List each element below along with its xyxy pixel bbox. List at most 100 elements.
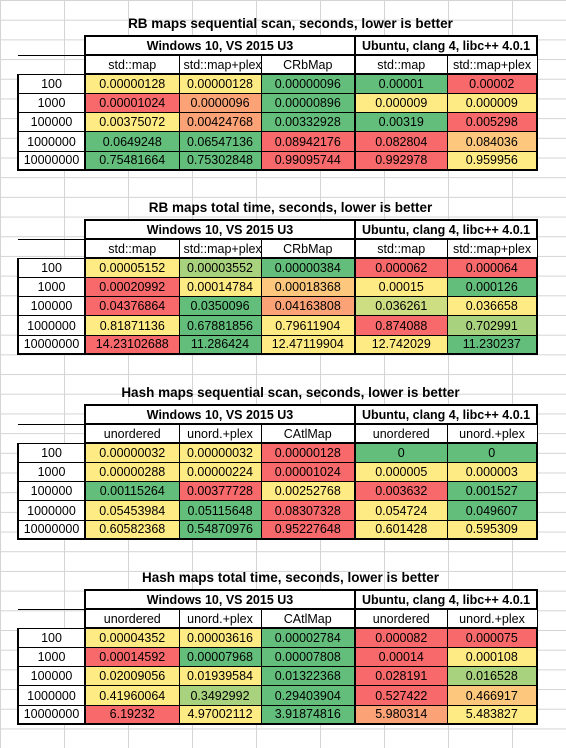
value-cell[interactable]: 0.00000032: [84, 442, 180, 464]
value-cell[interactable]: 0.527422: [354, 685, 448, 706]
value-cell[interactable]: 0: [354, 442, 448, 464]
value-cell[interactable]: 12.742029: [354, 334, 448, 356]
value-cell[interactable]: 0.00001: [354, 73, 448, 95]
value-cell[interactable]: 0.06547136: [178, 131, 262, 152]
value-cell[interactable]: 0.000005: [354, 462, 448, 483]
value-cell[interactable]: 0.000009: [354, 93, 448, 114]
value-cell[interactable]: 0.00332928: [260, 112, 356, 133]
value-cell[interactable]: 0.000003: [446, 462, 539, 483]
row-label[interactable]: 1000000: [17, 131, 86, 152]
value-cell[interactable]: 0.049607: [446, 500, 539, 521]
value-cell[interactable]: 0: [446, 442, 539, 464]
value-cell[interactable]: 5.980314: [354, 704, 448, 726]
column-header[interactable]: CAtlMap: [260, 608, 356, 630]
row-label[interactable]: 10000000: [17, 334, 86, 356]
row-label[interactable]: 10000000: [17, 519, 86, 541]
row-label[interactable]: 100: [17, 442, 86, 464]
column-header[interactable]: std::map+plex: [178, 238, 262, 260]
value-cell[interactable]: 0.016528: [446, 666, 539, 687]
value-cell[interactable]: 0.082804: [354, 131, 448, 152]
value-cell[interactable]: 0.00319: [354, 112, 448, 133]
value-cell[interactable]: 0.00020992: [84, 277, 180, 298]
value-cell[interactable]: 0.466917: [446, 685, 539, 706]
value-cell[interactable]: 0.3492992: [178, 685, 262, 706]
value-cell[interactable]: 0.036658: [446, 296, 539, 317]
value-cell[interactable]: 12.47119904: [260, 334, 356, 356]
row-label[interactable]: 1000: [17, 462, 86, 483]
column-header[interactable]: CRbMap: [260, 54, 356, 76]
value-cell[interactable]: 0.0000096: [178, 93, 262, 114]
value-cell[interactable]: 4.97002112: [178, 704, 262, 726]
value-cell[interactable]: 0.00014: [354, 647, 448, 668]
value-cell[interactable]: 0.003632: [354, 481, 448, 502]
value-cell[interactable]: 0.00375072: [84, 112, 180, 133]
value-cell[interactable]: 0.00115264: [84, 481, 180, 502]
row-label[interactable]: 100000: [17, 481, 86, 502]
value-cell[interactable]: 0.00018368: [260, 277, 356, 298]
value-cell[interactable]: 0.01939584: [178, 666, 262, 687]
row-label[interactable]: 1000000: [17, 315, 86, 336]
value-cell[interactable]: 0.959956: [446, 150, 539, 172]
column-header[interactable]: unordered: [84, 608, 180, 630]
value-cell[interactable]: 0.00000896: [260, 93, 356, 114]
value-cell[interactable]: 14.23102688: [84, 334, 180, 356]
value-cell[interactable]: 0.000126: [446, 277, 539, 298]
value-cell[interactable]: 0.00000128: [84, 73, 180, 95]
value-cell[interactable]: 0.29403904: [260, 685, 356, 706]
value-cell[interactable]: 0.054724: [354, 500, 448, 521]
value-cell[interactable]: 0.75302848: [178, 150, 262, 172]
value-cell[interactable]: 0.81871136: [84, 315, 180, 336]
value-cell[interactable]: 0.028191: [354, 666, 448, 687]
row-label[interactable]: 10000000: [17, 150, 86, 172]
value-cell[interactable]: 0.00015: [354, 277, 448, 298]
value-cell[interactable]: 0.00004352: [84, 627, 180, 649]
column-header[interactable]: unord.+plex: [178, 608, 262, 630]
column-header[interactable]: std::map: [84, 54, 180, 76]
value-cell[interactable]: 0.00001024: [84, 93, 180, 114]
row-label[interactable]: 1000: [17, 93, 86, 114]
value-cell[interactable]: 0.08307328: [260, 500, 356, 521]
value-cell[interactable]: 0.00014592: [84, 647, 180, 668]
value-cell[interactable]: 0.02009056: [84, 666, 180, 687]
value-cell[interactable]: 0.084036: [446, 131, 539, 152]
value-cell[interactable]: 0.874088: [354, 315, 448, 336]
value-cell[interactable]: 0.001527: [446, 481, 539, 502]
value-cell[interactable]: 5.483827: [446, 704, 539, 726]
value-cell[interactable]: 0.00252768: [260, 481, 356, 502]
value-cell[interactable]: 0.601428: [354, 519, 448, 541]
column-header[interactable]: CRbMap: [260, 238, 356, 260]
column-header[interactable]: std::map+plex: [178, 54, 262, 76]
row-label[interactable]: 1000: [17, 647, 86, 668]
value-cell[interactable]: 0.00007808: [260, 647, 356, 668]
value-cell[interactable]: 11.286424: [178, 334, 262, 356]
value-cell[interactable]: 0.60582368: [84, 519, 180, 541]
value-cell[interactable]: 0.702991: [446, 315, 539, 336]
value-cell[interactable]: 0.04376864: [84, 296, 180, 317]
column-header[interactable]: unord.+plex: [446, 423, 538, 445]
value-cell[interactable]: 0.000082: [354, 627, 448, 649]
value-cell[interactable]: 0.000062: [354, 257, 448, 279]
value-cell[interactable]: 0.00005152: [84, 257, 180, 279]
value-cell[interactable]: 0.00002784: [260, 627, 356, 649]
column-header[interactable]: std::map+plex: [446, 54, 538, 76]
column-header[interactable]: unord.+plex: [178, 423, 262, 445]
value-cell[interactable]: 0.00000384: [260, 257, 356, 279]
value-cell[interactable]: 0.54870976: [178, 519, 262, 541]
row-label[interactable]: 100: [17, 257, 86, 279]
column-header[interactable]: unordered: [354, 423, 448, 445]
column-header[interactable]: unordered: [84, 423, 180, 445]
row-label[interactable]: 100000: [17, 112, 86, 133]
value-cell[interactable]: 0.595309: [446, 519, 539, 541]
row-label[interactable]: 10000000: [17, 704, 86, 726]
value-cell[interactable]: 0.000009: [446, 93, 539, 114]
value-cell[interactable]: 0.0649248: [84, 131, 180, 152]
column-header[interactable]: std::map: [354, 54, 448, 76]
row-label[interactable]: 100: [17, 627, 86, 649]
value-cell[interactable]: 3.91874816: [260, 704, 356, 726]
column-header[interactable]: std::map: [354, 238, 448, 260]
value-cell[interactable]: 0.01322368: [260, 666, 356, 687]
value-cell[interactable]: 0.05453984: [84, 500, 180, 521]
row-label[interactable]: 1000: [17, 277, 86, 298]
value-cell[interactable]: 0.95227648: [260, 519, 356, 541]
value-cell[interactable]: 0.00000128: [260, 442, 356, 464]
